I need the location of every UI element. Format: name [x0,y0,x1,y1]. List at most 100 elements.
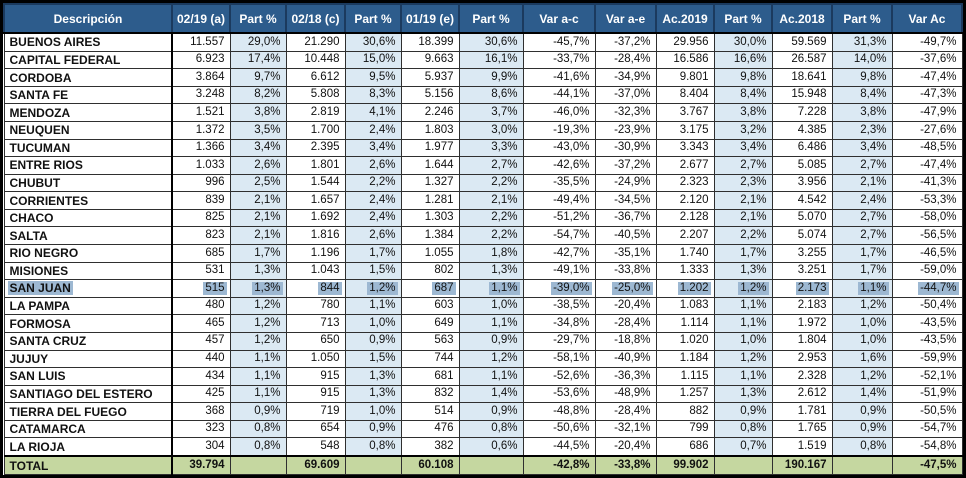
value-cell[interactable]: 802 [400,261,460,281]
row-label-cell[interactable]: SANTA FE [3,85,173,105]
value-cell[interactable]: 6.923 [171,50,231,70]
value-cell[interactable]: 59.569 [771,32,833,52]
value-cell[interactable] [713,455,773,476]
value-cell[interactable]: 1.977 [400,138,460,158]
row-label-cell[interactable]: SANTIAGO DEL ESTERO [3,384,173,404]
value-cell[interactable]: 563 [400,331,460,351]
value-cell[interactable]: -18,8% [594,331,657,351]
value-cell[interactable]: 1.327 [400,173,460,193]
row-label-cell[interactable]: FORMOSA [3,314,173,333]
value-cell[interactable]: 1.281 [400,191,460,210]
value-cell[interactable]: 30,6% [458,32,524,52]
value-cell[interactable]: 839 [171,191,231,210]
value-cell[interactable]: 16.586 [655,50,715,70]
value-cell[interactable]: 685 [171,244,231,263]
value-cell[interactable]: 719 [285,402,346,421]
value-cell[interactable]: 1,7% [831,244,893,263]
value-cell[interactable]: 9,7% [229,68,287,87]
value-cell[interactable]: 1,2% [713,279,773,298]
value-cell[interactable]: 2.183 [771,296,833,316]
value-cell[interactable]: 3,8% [713,103,773,122]
value-cell[interactable]: -51,2% [522,208,596,228]
value-cell[interactable]: -58,0% [891,208,963,228]
value-cell[interactable]: 2.819 [285,103,346,122]
value-cell[interactable]: 882 [655,402,715,421]
value-cell[interactable]: 1,3% [229,261,287,281]
value-cell[interactable]: 1.765 [771,419,833,439]
value-cell[interactable]: 9,8% [713,68,773,87]
value-cell[interactable]: -37,0% [594,85,657,105]
value-cell[interactable]: 3,8% [831,103,893,122]
value-cell[interactable]: 480 [171,296,231,316]
value-cell[interactable]: 2.953 [771,349,833,369]
value-cell[interactable]: 17,4% [229,50,287,70]
value-cell[interactable]: 9,5% [344,68,402,87]
total-label-cell[interactable]: TOTAL [3,455,173,476]
value-cell[interactable]: 18.641 [771,68,833,87]
value-cell[interactable]: 1.657 [285,191,346,210]
value-cell[interactable]: 996 [171,173,231,193]
row-label-cell[interactable]: NEUQUEN [3,120,173,140]
value-cell[interactable]: 1,0% [713,331,773,351]
row-label-cell[interactable]: CHACO [3,208,173,228]
value-cell[interactable]: 1.519 [771,437,833,457]
value-cell[interactable]: 744 [400,349,460,369]
value-cell[interactable]: 1,2% [831,367,893,386]
value-cell[interactable]: 0,8% [229,437,287,457]
value-cell[interactable]: 2.328 [771,367,833,386]
value-cell[interactable]: 1,3% [344,367,402,386]
value-cell[interactable] [831,455,893,476]
value-cell[interactable]: 5.085 [771,156,833,175]
value-cell[interactable]: 0,6% [458,437,524,457]
column-header-description[interactable]: Descripción [3,3,173,34]
row-label-cell[interactable]: ENTRE RIOS [3,156,173,175]
value-cell[interactable]: 2,4% [344,208,402,228]
row-label-cell[interactable]: RIO NEGRO [3,244,173,263]
value-cell[interactable]: 2.323 [655,173,715,193]
value-cell[interactable]: 2,6% [229,156,287,175]
value-cell[interactable]: 0,8% [831,437,893,457]
value-cell[interactable]: 8,4% [713,85,773,105]
value-cell[interactable]: 3,4% [229,138,287,158]
value-cell[interactable]: 1,1% [713,367,773,386]
value-cell[interactable]: 3.248 [171,85,231,105]
value-cell[interactable]: -42,7% [522,244,596,263]
value-cell[interactable] [458,455,524,476]
value-cell[interactable]: 0,9% [831,402,893,421]
value-cell[interactable]: 2,2% [458,208,524,228]
value-cell[interactable]: 2,5% [229,173,287,193]
value-cell[interactable]: 1.692 [285,208,346,228]
value-cell[interactable]: 3,3% [458,138,524,158]
value-cell[interactable]: -50,4% [891,296,963,316]
value-cell[interactable]: 1,0% [458,296,524,316]
value-cell[interactable]: 29,0% [229,32,287,52]
value-cell[interactable]: 1,2% [229,314,287,333]
value-cell[interactable]: 681 [400,367,460,386]
value-cell[interactable]: 14,0% [831,50,893,70]
row-label-cell[interactable]: LA PAMPA [3,296,173,316]
value-cell[interactable]: 0,8% [229,419,287,439]
column-header[interactable]: Part % [458,3,524,34]
value-cell[interactable]: 1.055 [400,244,460,263]
value-cell[interactable]: 650 [285,331,346,351]
value-cell[interactable]: 1,0% [344,314,402,333]
value-cell[interactable]: 476 [400,419,460,439]
value-cell[interactable]: 5.070 [771,208,833,228]
value-cell[interactable]: 1,4% [458,384,524,404]
value-cell[interactable]: 0,9% [458,402,524,421]
value-cell[interactable]: 654 [285,419,346,439]
value-cell[interactable]: 6.612 [285,68,346,87]
value-cell[interactable]: 603 [400,296,460,316]
value-cell[interactable]: -32,3% [594,103,657,122]
value-cell[interactable]: 465 [171,314,231,333]
value-cell[interactable]: -59,9% [891,349,963,369]
value-cell[interactable]: -53,3% [891,191,963,210]
value-cell[interactable]: 26.587 [771,50,833,70]
value-cell[interactable]: 2,6% [344,226,402,246]
value-cell[interactable]: -48,8% [522,402,596,421]
value-cell[interactable]: 5.074 [771,226,833,246]
value-cell[interactable]: 4.385 [771,120,833,140]
value-cell[interactable]: 1.020 [655,331,715,351]
column-header[interactable]: Part % [831,3,893,34]
value-cell[interactable]: -24,9% [594,173,657,193]
